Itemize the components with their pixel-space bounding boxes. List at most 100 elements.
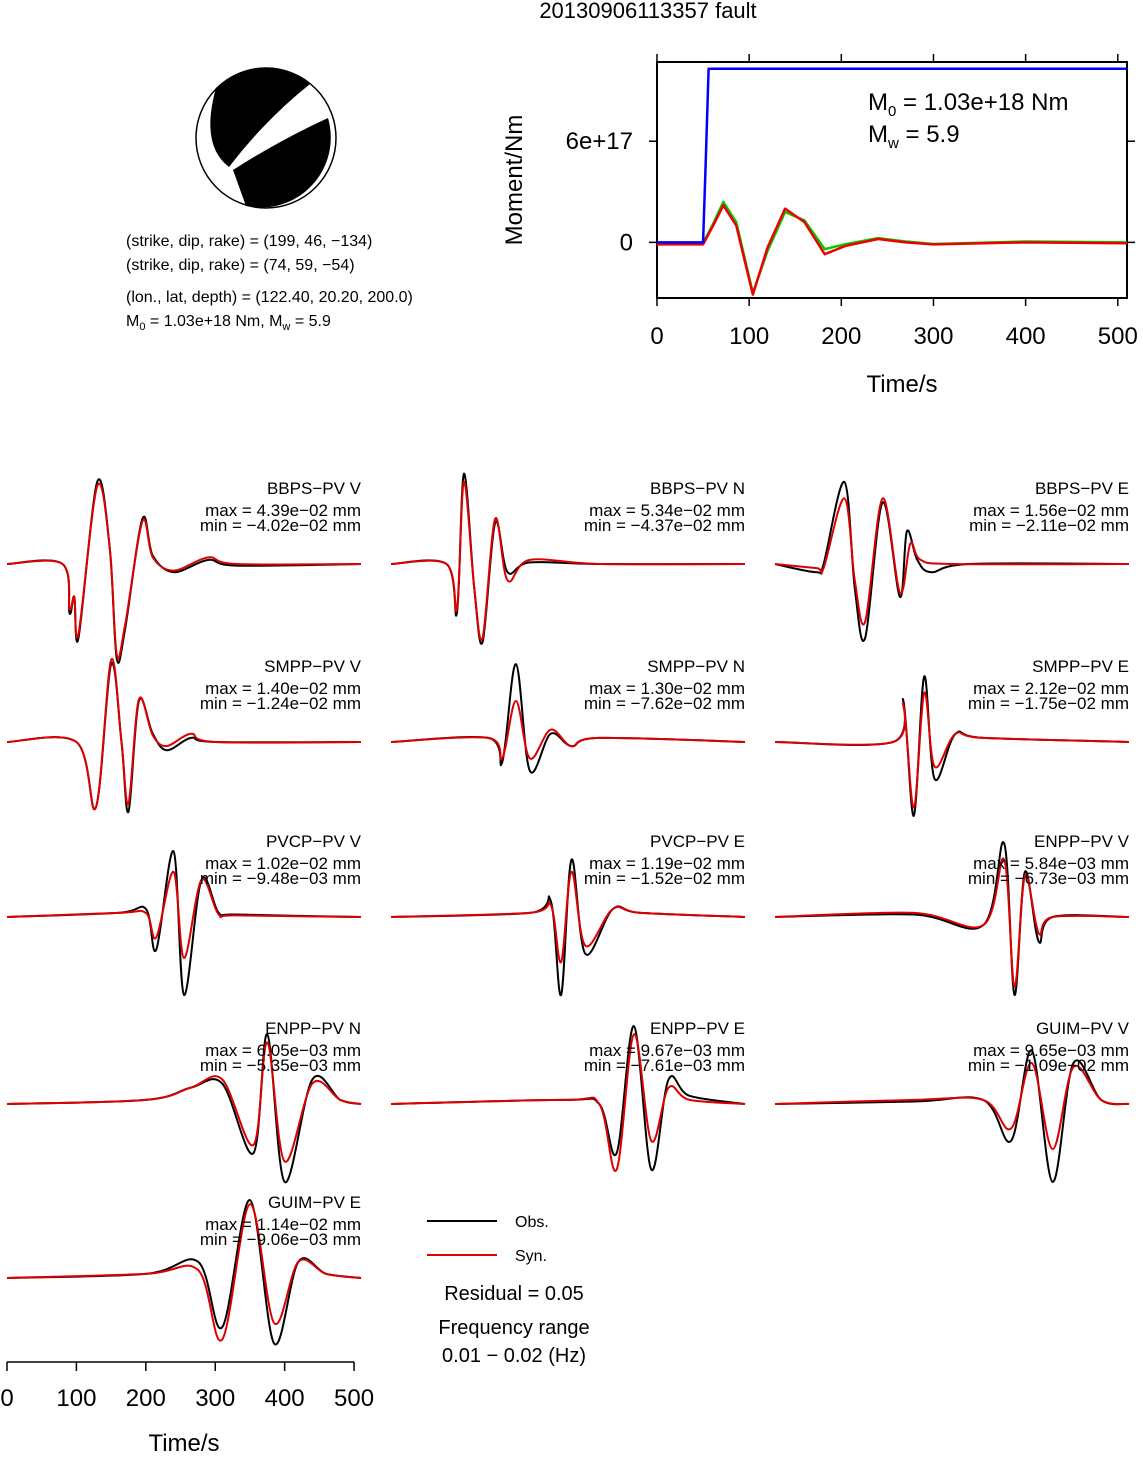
- panel-max-value: max = 1.19e−02 mm: [589, 854, 745, 873]
- synthetic-waveform: [774, 1061, 1130, 1151]
- panel-max-value: max = 9.65e−03 mm: [973, 1041, 1129, 1060]
- moment-x-tick-label: 400: [1006, 323, 1046, 350]
- panel-min-value: min = −5.35e−03 mm: [200, 1056, 361, 1075]
- moment-x-tick-label: 300: [913, 323, 953, 350]
- station-name: BBPS−PV V: [267, 479, 362, 498]
- bottom-axis-label: Time/s: [148, 1430, 219, 1457]
- moment-x-tick-label: 500: [1098, 323, 1138, 350]
- mechanism-line-4: M0 = 1.03e+18 Nm, Mw = 5.9: [126, 313, 331, 333]
- synthetic-waveform: [6, 482, 362, 660]
- station-name: ENPP−PV N: [265, 1019, 361, 1038]
- panel-min-value: min = −7.62e−02 mm: [584, 694, 745, 713]
- panel-min-value: min = −9.48e−03 mm: [200, 869, 361, 888]
- moment-series-line: [657, 200, 1128, 295]
- mechanism-line-1: (strike, dip, rake) = (199, 46, −134): [126, 233, 372, 250]
- observed-waveform: [774, 480, 1130, 642]
- synthetic-waveform: [6, 1203, 362, 1342]
- moment-x-tick-label: 200: [821, 323, 861, 350]
- station-name: PVCP−PV E: [650, 832, 745, 851]
- observed-waveform: [6, 850, 362, 996]
- figure-title: 20130906113357 fault: [539, 0, 756, 23]
- moment-m0-annotation: M0 = 1.03e+18 Nm: [868, 89, 1068, 120]
- panel-max-value: max = 5.84e−03 mm: [973, 854, 1129, 873]
- panel-min-value: min = −1.09e−02 mm: [968, 1056, 1129, 1075]
- synthetic-waveform: [6, 870, 362, 960]
- moment-y-tick-label: 0: [620, 229, 633, 256]
- legend-syn-label: Syn.: [515, 1248, 547, 1265]
- station-name: GUIM−PV V: [1036, 1019, 1130, 1038]
- moment-mw-annotation: Mw = 5.9: [868, 121, 960, 152]
- frequency-range-value: 0.01 − 0.02 (Hz): [442, 1345, 586, 1367]
- panel-max-value: max = 1.02e−02 mm: [205, 854, 361, 873]
- station-name: SMPP−PV E: [1032, 657, 1129, 676]
- synthetic-waveform: [390, 480, 746, 642]
- observed-waveform: [774, 1049, 1130, 1183]
- bottom-axis-tick-label: 500: [334, 1385, 374, 1412]
- panel-max-value: max = 5.34e−02 mm: [589, 501, 745, 520]
- panel-max-value: max = 9.67e−03 mm: [589, 1041, 745, 1060]
- legend: Obs. Syn. Residual = 0.05 Frequency rang…: [427, 1214, 590, 1367]
- legend-obs-label: Obs.: [515, 1214, 549, 1231]
- moment-y-axis-label: Moment/Nm: [501, 115, 528, 246]
- panel-max-value: max = 1.14e−02 mm: [205, 1215, 361, 1234]
- bottom-axis-tick-label: 0: [0, 1385, 13, 1412]
- station-name: PVCP−PV V: [266, 832, 362, 851]
- panel-min-value: min = −1.75e−02 mm: [968, 694, 1129, 713]
- synthetic-waveform: [774, 691, 1130, 809]
- panel-min-value: min = −9.06e−03 mm: [200, 1230, 361, 1249]
- mechanism-info: (strike, dip, rake) = (199, 46, −134) (s…: [126, 233, 413, 333]
- moment-series-line: [657, 67, 1127, 244]
- synthetic-waveform: [390, 870, 746, 964]
- synthetic-waveform: [6, 657, 362, 811]
- bottom-axis-tick-label: 200: [126, 1385, 166, 1412]
- moment-rate-chart: 0 100 200 300 400 500 0 6e+17 Time/s Moment/Nm M0 …: [501, 54, 1138, 398]
- panel-max-value: max = 2.12e−02 mm: [973, 679, 1129, 698]
- station-name: BBPS−PV N: [650, 479, 745, 498]
- panel-max-value: max = 6.05e−03 mm: [205, 1041, 361, 1060]
- synthetic-waveform: [774, 857, 1130, 988]
- station-name: SMPP−PV V: [264, 657, 362, 676]
- synthetic-waveform: [390, 699, 746, 761]
- moment-series-line: [657, 204, 1128, 296]
- moment-x-tick-label: 0: [650, 323, 663, 350]
- panel-min-value: min = −4.02e−02 mm: [200, 516, 361, 535]
- mechanism-line-3: (lon., lat, depth) = (122.40, 20.20, 200…: [126, 289, 413, 306]
- synthetic-waveform: [390, 1033, 746, 1172]
- panel-max-value: max = 4.39e−02 mm: [205, 501, 361, 520]
- residual-label: Residual = 0.05: [444, 1283, 584, 1305]
- moment-y-tick-label: 6e+17: [566, 128, 633, 155]
- panel-min-value: min = −1.24e−02 mm: [200, 694, 361, 713]
- synthetic-waveform: [6, 1041, 362, 1163]
- station-name: GUIM−PV E: [268, 1193, 361, 1212]
- station-name: BBPS−PV E: [1035, 479, 1129, 498]
- panel-min-value: min = −1.52e−02 mm: [584, 869, 745, 888]
- panel-max-value: max = 1.30e−02 mm: [589, 679, 745, 698]
- frequency-range-label: Frequency range: [438, 1317, 589, 1339]
- panel-min-value: min = −2.11e−02 mm: [969, 516, 1129, 535]
- bottom-axis-tick-label: 300: [195, 1385, 235, 1412]
- mechanism-line-2: (strike, dip, rake) = (74, 59, −54): [126, 257, 355, 274]
- moment-plot-frame: [656, 61, 1128, 299]
- panel-max-value: max = 1.56e−02 mm: [973, 501, 1129, 520]
- synthetic-waveform: [774, 497, 1130, 626]
- moment-x-axis-label: Time/s: [866, 371, 937, 398]
- bottom-axis-tick-label: 400: [265, 1385, 305, 1412]
- bottom-axis-tick-label: 100: [56, 1385, 96, 1412]
- panel-min-value: min = −4.37e−02 mm: [584, 516, 745, 535]
- station-name: SMPP−PV N: [647, 657, 745, 676]
